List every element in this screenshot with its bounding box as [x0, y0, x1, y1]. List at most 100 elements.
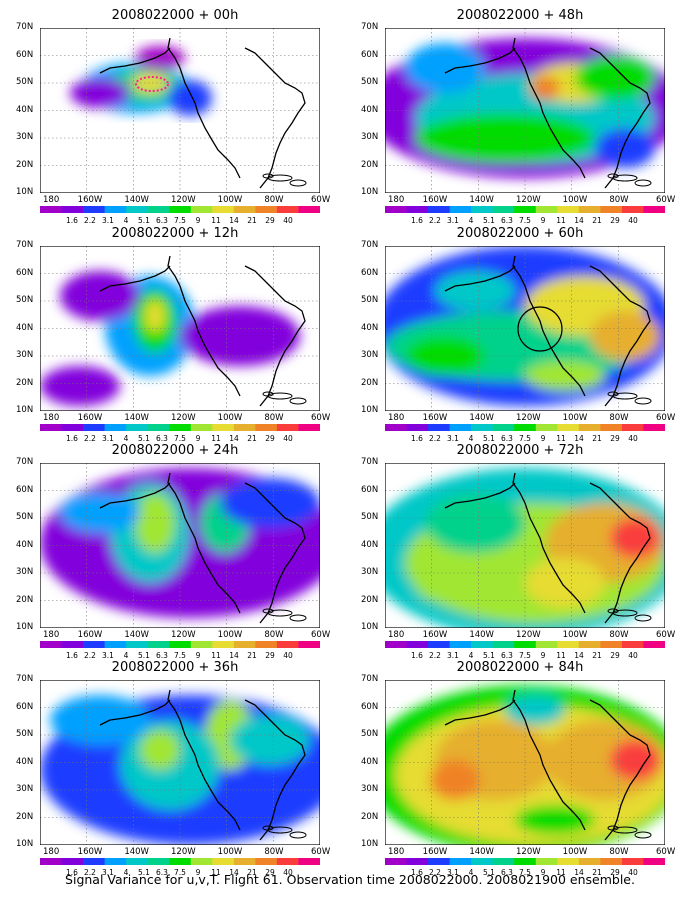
flight-track [135, 76, 169, 92]
lat-tick-label: 40N [16, 539, 34, 550]
colorbar-label: 2.2 [429, 434, 441, 443]
island-outline [607, 825, 619, 831]
lon-tick-label: 60W [656, 195, 676, 205]
panel-title: 2008022000 + 72h [456, 443, 584, 458]
colorbar-label: 40 [628, 868, 638, 877]
lat-tick-label: 50N [16, 512, 34, 522]
island-outline [262, 173, 274, 179]
colorbar-label: 11 [211, 651, 221, 660]
colorbar: 1.6 2.2 3.1 4 5.1 6.3 7.5 9 11 14 21 29 40 [40, 424, 320, 443]
variance-map [385, 463, 665, 628]
colorbar-label: 1.6 [66, 868, 78, 877]
colorbar-bin [233, 206, 256, 213]
colorbar-label: 6.3 [156, 651, 168, 660]
colorbar-bin [471, 206, 494, 213]
lat-tick-label: 40N [361, 322, 379, 333]
lat-tick-label: 30N [361, 350, 379, 360]
colorbar-bin [276, 641, 299, 648]
colorbar-label: 1.6 [66, 216, 78, 225]
island-outline [634, 179, 652, 187]
variance-contour [230, 715, 310, 765]
colorbar-label: 3.1 [102, 651, 114, 660]
colorbar-bin [61, 858, 84, 865]
variance-contour [515, 805, 595, 835]
colorbar-label: 5.1 [138, 216, 150, 225]
panel-title: 2008022000 + 12h [111, 226, 239, 241]
colorbar-label: 14 [574, 651, 584, 660]
lon-tick-label: 180 [43, 413, 60, 423]
colorbar-label: 11 [211, 868, 221, 877]
colorbar-label: 3.1 [447, 651, 459, 660]
colorbar-bin [190, 206, 213, 213]
variance-map [385, 246, 665, 411]
colorbar-bin [621, 641, 644, 648]
lat-tick-label: 60N [361, 484, 379, 495]
colorbar-label: 14 [574, 434, 584, 443]
variance-map [385, 28, 665, 193]
colorbar-bin [233, 424, 256, 431]
colorbar-bin [449, 641, 472, 648]
lat-tick-label: 30N [16, 567, 34, 577]
colorbar-bin [147, 641, 170, 648]
colorbar-label: 7.5 [519, 216, 531, 225]
colorbar-label: 4 [469, 434, 474, 443]
lat-tick-label: 30N [361, 567, 379, 577]
lat-tick-label: 20N [361, 811, 379, 822]
lon-tick-label: 80W [609, 630, 629, 640]
colorbar-label: 6.3 [156, 216, 168, 225]
colorbar: 1.6 2.2 3.1 4 5.1 6.3 7.5 9 11 14 21 29 40 [385, 641, 665, 660]
colorbar-bin [104, 858, 127, 865]
lon-tick-label: 180 [43, 847, 60, 857]
colorbar-bin [126, 641, 149, 648]
colorbar-bin [428, 858, 451, 865]
lon-tick-label: 80W [264, 847, 284, 857]
colorbar-bin [471, 641, 494, 648]
lat-tick-label: 40N [361, 104, 379, 115]
colorbar-bin [276, 424, 299, 431]
lon-tick-label: 160W [77, 195, 103, 205]
variance-contour [525, 558, 605, 608]
lat-tick-label: 30N [361, 784, 379, 794]
colorbar-label: 3.1 [102, 868, 114, 877]
colorbar-bin [169, 206, 192, 213]
lat-tick-label: 70N [16, 22, 34, 32]
colorbar-label: 4 [124, 434, 129, 443]
colorbar-bin [578, 206, 601, 213]
forecast-panel: 2008022000 + 60h 70N 60N 50N 40N 30N 20N 10N 180… [361, 226, 675, 443]
island-outline [289, 614, 307, 622]
variance-contour [610, 740, 660, 780]
island-outline [289, 831, 307, 839]
lat-tick-label: 60N [16, 267, 34, 278]
lat-tick-label: 70N [16, 674, 34, 684]
lat-tick-label: 10N [16, 839, 34, 849]
colorbar-label: 3.1 [102, 434, 114, 443]
colorbar-label: 40 [628, 651, 638, 660]
lat-tick-label: 40N [16, 322, 34, 333]
lat-tick-label: 70N [361, 240, 379, 250]
colorbar-label: 9 [196, 216, 201, 225]
colorbar-bin [212, 858, 235, 865]
coastline [512, 472, 586, 614]
coastline [167, 689, 241, 831]
colorbar-bin [104, 206, 127, 213]
lon-tick-label: 160W [422, 847, 448, 857]
colorbar-label: 6.3 [501, 868, 513, 877]
colorbar-bin [298, 424, 320, 431]
forecast-panel: 2008022000 + 72h 70N 60N 50N 40N 30N 20N 10N 180… [361, 443, 675, 660]
colorbar-label: 9 [196, 868, 201, 877]
lon-tick-label: 140W [124, 413, 149, 423]
colorbar-bin [212, 424, 235, 431]
colorbar-label: 7.5 [174, 651, 186, 660]
forecast-panel: 2008022000 + 36h 70N 60N 50N 40N 30N 20N 10N 180… [16, 660, 330, 877]
colorbar-label: 11 [556, 868, 566, 877]
colorbar-bin [147, 206, 170, 213]
variance-contour [425, 493, 525, 553]
island-outline [262, 825, 274, 831]
colorbar-label: 29 [610, 651, 620, 660]
colorbar-bin [385, 206, 408, 213]
colorbar-bin [169, 424, 192, 431]
colorbar-bin [514, 206, 537, 213]
colorbar-label: 11 [211, 216, 221, 225]
colorbar-bin [126, 858, 149, 865]
variance-contour [405, 43, 485, 93]
